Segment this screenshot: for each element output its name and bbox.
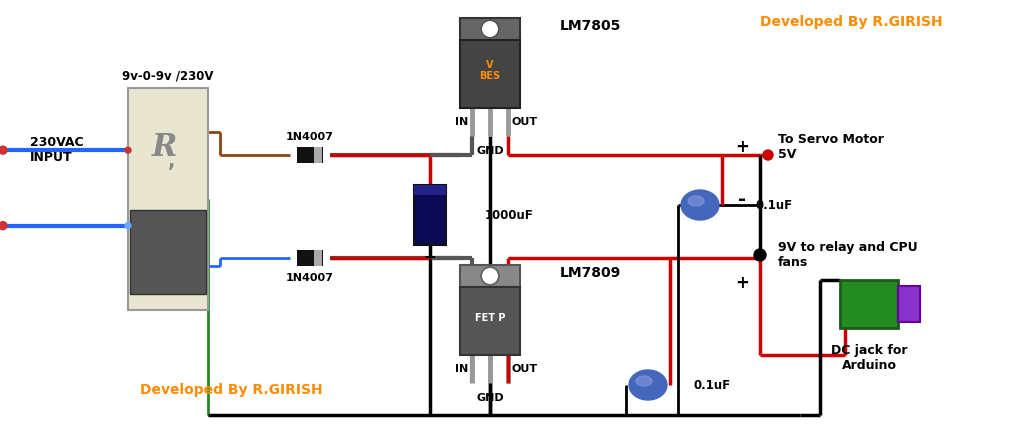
Text: FET P: FET P (475, 313, 505, 323)
Text: +: + (735, 274, 749, 292)
Ellipse shape (636, 376, 652, 386)
Circle shape (0, 146, 7, 154)
FancyBboxPatch shape (297, 147, 323, 163)
Text: 1000uF: 1000uF (485, 208, 534, 221)
FancyBboxPatch shape (128, 88, 208, 310)
Circle shape (763, 150, 773, 160)
Circle shape (481, 267, 499, 285)
Text: 9v-0-9v /230V: 9v-0-9v /230V (122, 69, 214, 82)
FancyBboxPatch shape (460, 18, 520, 40)
FancyBboxPatch shape (898, 286, 920, 322)
FancyBboxPatch shape (130, 210, 206, 294)
Ellipse shape (681, 190, 719, 220)
Circle shape (754, 249, 766, 261)
Text: 0.1uF: 0.1uF (755, 198, 793, 211)
Text: GND: GND (476, 393, 504, 403)
FancyBboxPatch shape (314, 147, 322, 163)
FancyBboxPatch shape (414, 185, 446, 245)
Circle shape (125, 223, 131, 228)
Text: IN: IN (455, 117, 468, 127)
Circle shape (481, 20, 499, 38)
Text: IN: IN (455, 364, 468, 374)
Text: -: - (738, 190, 746, 208)
Text: Developed By R.GIRISH: Developed By R.GIRISH (760, 15, 943, 29)
Text: 0.1uF: 0.1uF (693, 378, 730, 392)
Text: 9V to relay and CPU
fans: 9V to relay and CPU fans (778, 241, 918, 269)
Text: Developed By R.GIRISH: Developed By R.GIRISH (140, 383, 323, 397)
Text: To Servo Motor
5V: To Servo Motor 5V (778, 133, 884, 161)
FancyBboxPatch shape (460, 265, 520, 287)
Text: +: + (424, 249, 436, 265)
Text: OUT: OUT (512, 364, 539, 374)
Text: 1N4007: 1N4007 (286, 273, 334, 283)
Ellipse shape (688, 196, 705, 206)
Text: 1N4007: 1N4007 (286, 132, 334, 142)
FancyBboxPatch shape (414, 185, 446, 195)
Text: GND: GND (476, 146, 504, 156)
Ellipse shape (629, 370, 667, 400)
FancyBboxPatch shape (314, 250, 322, 266)
Circle shape (125, 147, 131, 153)
Text: LM7805: LM7805 (560, 19, 622, 33)
FancyBboxPatch shape (460, 40, 520, 108)
FancyBboxPatch shape (460, 287, 520, 355)
Text: OUT: OUT (512, 117, 539, 127)
Text: 230VAC
INPUT: 230VAC INPUT (30, 136, 84, 164)
Text: V
BES: V BES (479, 60, 501, 82)
Text: LM7809: LM7809 (560, 266, 622, 280)
Text: +: + (735, 138, 749, 156)
Text: ,: , (168, 152, 176, 171)
Text: DC jack for
Arduino: DC jack for Arduino (830, 344, 907, 372)
Circle shape (0, 221, 7, 230)
FancyBboxPatch shape (297, 250, 323, 266)
FancyBboxPatch shape (840, 280, 898, 328)
Text: R: R (152, 133, 177, 164)
